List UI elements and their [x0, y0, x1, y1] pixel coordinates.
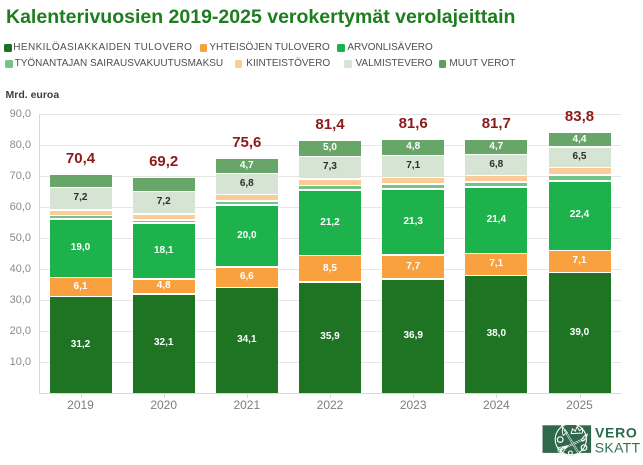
svg-text:SKATT: SKATT	[594, 440, 640, 456]
svg-text:VERO: VERO	[595, 425, 637, 440]
